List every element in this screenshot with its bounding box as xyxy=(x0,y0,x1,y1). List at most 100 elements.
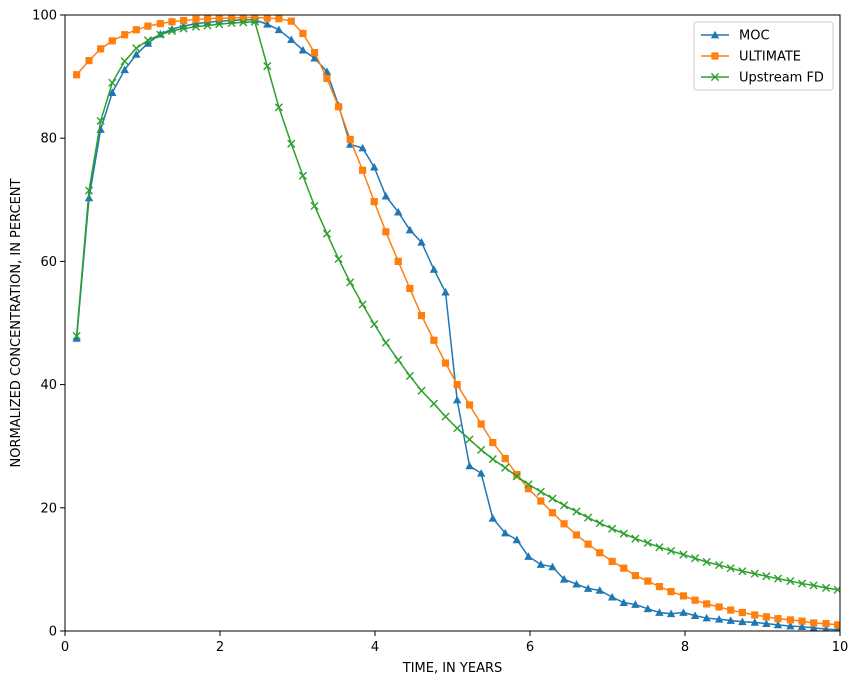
y-tick-label: 100 xyxy=(32,9,57,24)
data-point-upstream-fd xyxy=(702,557,711,567)
data-point-moc xyxy=(370,162,379,171)
y-tick-label: 60 xyxy=(40,255,57,270)
data-point-ultimate xyxy=(572,531,581,539)
data-point-moc xyxy=(738,617,747,626)
data-point-ultimate xyxy=(204,15,212,23)
data-point-moc xyxy=(690,611,700,619)
data-point-moc xyxy=(809,623,818,631)
data-point-moc xyxy=(583,584,593,592)
data-point-ultimate xyxy=(501,454,509,463)
data-point-upstream-fd xyxy=(179,24,188,33)
data-point-ultimate xyxy=(239,15,247,22)
data-point-ultimate xyxy=(655,583,664,591)
data-point-ultimate xyxy=(406,284,414,293)
data-point-moc xyxy=(143,39,153,47)
data-point-moc xyxy=(726,616,735,624)
data-point-ultimate xyxy=(168,18,176,26)
data-point-ultimate xyxy=(430,336,438,344)
data-point-upstream-fd xyxy=(453,424,462,433)
series-layer xyxy=(72,15,840,631)
data-point-moc xyxy=(786,621,795,630)
data-point-moc xyxy=(120,65,129,74)
data-point-ultimate xyxy=(537,497,545,505)
data-point-ultimate xyxy=(762,613,770,621)
data-point-ultimate xyxy=(121,31,129,39)
data-point-ultimate xyxy=(691,596,699,604)
data-point-upstream-fd xyxy=(560,501,569,510)
data-point-upstream-fd xyxy=(72,331,81,341)
data-point-upstream-fd xyxy=(227,18,236,28)
x-axis-label: TIME, IN YEARS xyxy=(402,661,503,676)
data-point-upstream-fd xyxy=(715,560,724,570)
data-point-upstream-fd xyxy=(501,463,510,472)
data-point-upstream-fd xyxy=(167,26,177,36)
legend-item-moc: MOC xyxy=(701,29,770,44)
data-point-upstream-fd xyxy=(465,435,474,444)
data-point-upstream-fd xyxy=(441,412,450,421)
data-point-upstream-fd xyxy=(809,581,818,590)
data-point-ultimate xyxy=(359,166,367,174)
data-point-moc xyxy=(536,560,546,568)
data-point-moc xyxy=(655,608,664,616)
data-point-ultimate xyxy=(489,438,497,447)
data-point-ultimate xyxy=(192,15,200,23)
data-point-upstream-fd xyxy=(156,30,165,39)
data-point-moc xyxy=(417,238,426,246)
data-point-moc xyxy=(72,334,81,342)
data-point-moc xyxy=(548,562,557,571)
data-point-upstream-fd xyxy=(250,17,259,26)
data-point-ultimate xyxy=(179,16,188,25)
data-point-upstream-fd xyxy=(215,20,224,29)
legend-label: MOC xyxy=(739,29,770,44)
data-point-upstream-fd xyxy=(786,577,795,586)
data-point-moc xyxy=(631,600,640,608)
data-point-ultimate xyxy=(798,617,806,625)
data-point-moc xyxy=(287,35,296,43)
data-point-upstream-fd xyxy=(298,171,308,180)
x-tick-label: 10 xyxy=(832,640,849,655)
data-point-ultimate xyxy=(524,485,533,493)
data-point-ultimate xyxy=(822,620,830,628)
data-point-ultimate xyxy=(323,74,331,83)
data-point-upstream-fd xyxy=(679,550,688,559)
data-point-upstream-fd xyxy=(417,386,426,395)
data-point-ultimate xyxy=(144,22,152,30)
data-point-ultimate xyxy=(394,257,402,265)
data-point-upstream-fd xyxy=(191,22,201,31)
data-point-moc xyxy=(702,613,711,622)
data-point-upstream-fd xyxy=(666,546,676,556)
data-point-moc xyxy=(501,528,510,537)
plot-frame xyxy=(64,14,841,632)
data-point-ultimate xyxy=(108,37,116,45)
legend-box xyxy=(693,21,834,91)
x-tick-label: 0 xyxy=(61,640,69,655)
data-point-ultimate xyxy=(631,571,639,580)
data-point-upstream-fd xyxy=(239,18,248,27)
data-point-ultimate xyxy=(584,540,592,548)
data-point-upstream-fd xyxy=(334,254,343,264)
data-point-moc xyxy=(679,608,688,616)
y-tick-label: 80 xyxy=(40,132,57,147)
data-point-moc xyxy=(358,143,367,152)
data-point-upstream-fd xyxy=(477,445,486,454)
legend-marker xyxy=(710,30,720,39)
data-point-ultimate xyxy=(751,611,759,619)
data-point-ultimate xyxy=(215,15,223,22)
data-point-ultimate xyxy=(228,15,236,22)
data-point-moc xyxy=(298,45,308,54)
data-point-moc xyxy=(572,579,581,588)
data-point-upstream-fd xyxy=(370,320,379,329)
data-point-upstream-fd xyxy=(274,103,283,112)
data-point-upstream-fd xyxy=(797,579,807,588)
x-tick-label: 6 xyxy=(526,640,534,655)
data-point-moc xyxy=(476,469,486,477)
data-point-upstream-fd xyxy=(655,543,664,552)
data-point-ultimate xyxy=(334,103,343,111)
data-point-moc xyxy=(524,552,533,560)
data-point-upstream-fd xyxy=(84,186,94,195)
data-point-ultimate xyxy=(596,549,604,557)
legend-marker xyxy=(710,72,720,82)
legend-marker xyxy=(711,52,719,60)
